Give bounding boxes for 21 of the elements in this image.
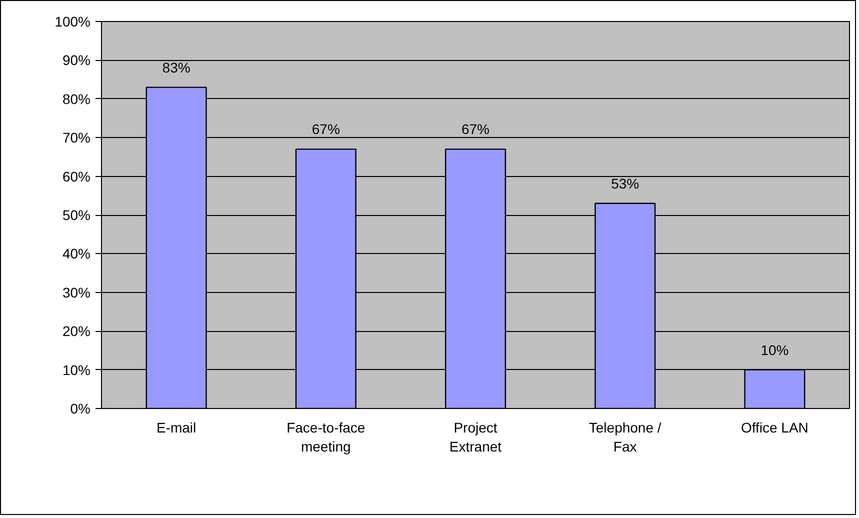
- y-tick-label: 80%: [62, 90, 91, 107]
- y-tick-label: 90%: [62, 52, 91, 68]
- y-tick-label: 70%: [62, 130, 91, 146]
- data-label: 83%: [162, 59, 190, 76]
- y-tick-label: 40%: [62, 246, 91, 262]
- data-label: 67%: [312, 121, 340, 138]
- y-tick-label: 30%: [62, 284, 91, 300]
- y-tick-label: 10%: [62, 362, 91, 378]
- x-tick-label: Telephone / Fax: [588, 420, 662, 455]
- y-tick-label: 20%: [62, 323, 91, 340]
- y-tick-label: 60%: [62, 168, 91, 184]
- data-label: 67%: [461, 121, 490, 138]
- data-label: 10%: [760, 342, 789, 358]
- data-label: 53%: [611, 175, 640, 192]
- x-tick-label: E-mail: [156, 420, 196, 436]
- x-tick-label: Face-to-face meeting: [286, 420, 366, 455]
- y-tick-label: 100%: [54, 14, 91, 30]
- x-tick-label: Office LAN: [740, 420, 808, 436]
- x-tick-label: Project Extranet: [449, 420, 502, 455]
- y-tick-label: 0%: [70, 400, 90, 416]
- y-tick-label: 50%: [62, 207, 91, 223]
